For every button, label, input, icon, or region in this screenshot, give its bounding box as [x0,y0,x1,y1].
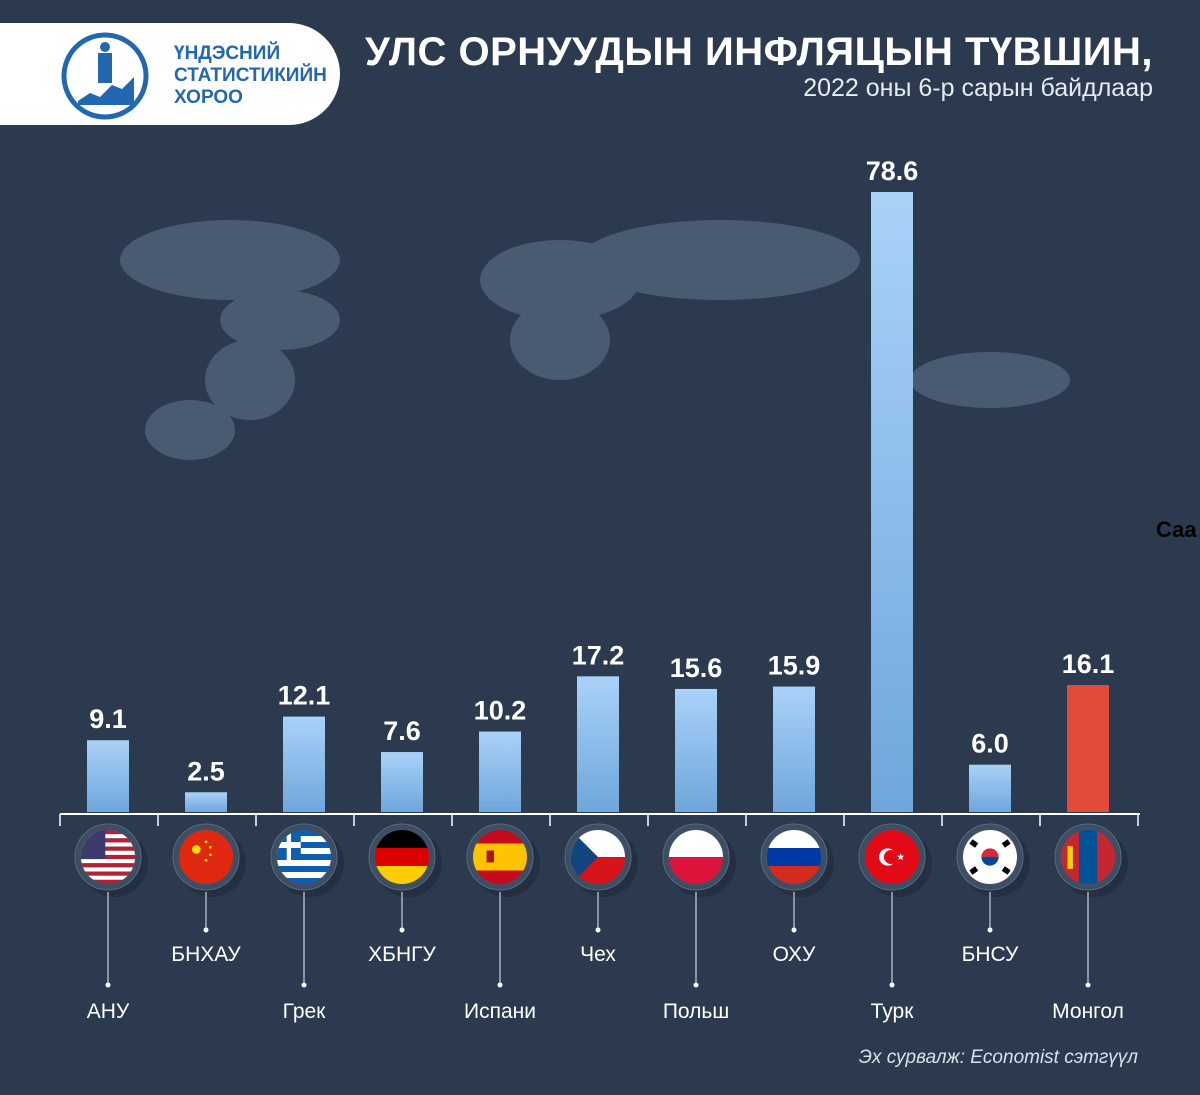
connector-dot [301,982,307,988]
bar [675,688,717,812]
category-labels-group: АНУ БНХАУ Грек ХБНГУ Испани Чех Польш ОХУ Турк БН… [87,892,1124,1023]
connector-dot [693,982,699,988]
source-note: Эх сурвалж: Economist сэтгүүл [858,1047,1138,1068]
flags-group [74,823,1128,897]
connector-dot [105,982,111,988]
category-label: Монгол [1052,1000,1124,1023]
czech-flag-icon [564,823,638,897]
mongolia-flag-icon [1054,823,1128,897]
value-label: 2.5 [187,756,225,786]
turkey-flag-icon [858,823,932,897]
bar [87,740,129,812]
value-label: 6.0 [971,729,1009,759]
org-line: ҮНДЭСНИЙ [174,43,281,64]
category-label: Турк [871,1000,915,1023]
page-subtitle: 2022 оны 6-р сарын байдлаар [803,74,1153,102]
spain-flag-icon [466,823,540,897]
germany-flag-icon [368,823,442,897]
value-label: 12.1 [278,681,331,711]
bar [381,752,423,812]
connector-dot [1085,982,1091,988]
connector-dot [889,982,895,988]
greece-flag-icon [270,823,344,897]
value-label: 16.1 [1062,649,1115,679]
value-label: 15.6 [670,653,723,683]
value-label: 17.2 [572,640,625,670]
logo-panel: ҮНДЭСНИЙ СТАТИСТИКИЙН ХОРОО [0,23,340,125]
category-label: Испани [464,1000,536,1023]
us-flag-icon [74,823,148,897]
value-labels-group: 9.1 2.5 12.1 7.6 10.2 17.2 15.6 15.9 78.6 6.0 16.1 [89,156,1114,786]
connector-dot [595,927,601,933]
connector-dot [497,982,503,988]
category-label: БНХАУ [171,943,241,966]
russia-flag-icon [760,823,834,897]
value-label: 9.1 [89,704,127,734]
connector-dot [791,927,797,933]
category-label: Чех [580,943,616,966]
connector-dot [399,927,405,933]
value-label: 7.6 [383,716,421,746]
bar [283,716,325,812]
value-label: 10.2 [474,696,527,726]
category-label: АНУ [87,1000,130,1023]
world-map-decoration [120,220,1070,460]
category-label: ОХУ [773,943,816,966]
side-note-text: Саа [1156,517,1197,542]
page-title: УЛС ОРНУУДЫН ИНФЛЯЦЫН ТҮВШИН, [365,30,1153,74]
statistics-emblem-icon [61,32,149,120]
organization-name: ҮНДЭСНИЙ СТАТИСТИКИЙН ХОРОО [174,43,327,109]
bar [1067,685,1109,812]
org-line: ХОРОО [174,87,243,108]
connector-dot [987,927,993,933]
category-label: ХБНГУ [368,943,436,966]
bars-group [87,192,1109,812]
x-axis [59,813,1140,826]
category-label: Польш [663,1000,729,1023]
bar [969,764,1011,812]
bar [479,731,521,812]
org-line: СТАТИСТИКИЙН [174,65,327,86]
bar [773,686,815,812]
poland-flag-icon [662,823,736,897]
korea-flag-icon [956,823,1030,897]
category-label: Грек [283,1000,327,1023]
value-label: 78.6 [866,156,919,186]
category-label: БНСУ [962,943,1019,966]
value-label: 15.9 [768,651,821,681]
bar [577,676,619,812]
bar [871,192,913,812]
connector-dot [203,927,209,933]
china-flag-icon [172,823,246,897]
bar [185,792,227,812]
